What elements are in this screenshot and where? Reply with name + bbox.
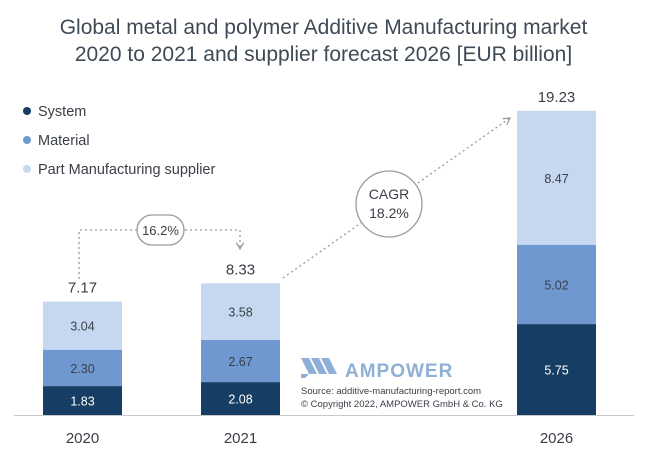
bar-segment-2020-part-manufacturing-supplier [43,301,122,350]
data-label-2021-material: 2.67 [228,355,252,369]
data-label-2026-system: 5.75 [544,364,568,378]
growth-bubble [136,214,185,246]
chart-subtitle: 2020 to 2021 and supplier forecast 2026 … [74,43,573,66]
cagr-bubble [355,170,423,238]
data-label-2020-system: 1.83 [70,395,94,409]
cagr-label-line1: CAGR [369,186,409,202]
source-line-1: Source: additive-manufacturing-report.co… [301,386,481,397]
total-label-2021: 8.33 [226,261,255,278]
x-tick-label-2021: 2021 [224,430,257,447]
bar-segment-2020-system [43,386,122,415]
source-line-2: © Copyright 2022, AMPOWER GmbH & Co. KG [301,399,503,410]
ampower-logo-text: AMPOWER [345,361,453,382]
cagr-label-line2: 18.2% [369,205,409,221]
ampower-logo-icon [301,358,337,378]
data-label-2026-part-manufacturing-supplier: 8.47 [544,172,568,186]
legend-label-material: Material [38,133,90,149]
legend-label-system: System [38,104,86,120]
data-label-2026-material: 5.02 [544,278,568,292]
data-label-2021-part-manufacturing-supplier: 3.58 [228,306,252,320]
data-label-2020-part-manufacturing-supplier: 3.04 [70,320,94,334]
legend-marker-material [23,136,31,144]
ampower-logo: AMPOWER [301,358,453,382]
data-label-2021-system: 2.08 [228,393,252,407]
x-tick-label-2026: 2026 [540,430,573,447]
chart-title: Global metal and polymer Additive Manufa… [59,16,588,39]
bar-segment-2021-part-manufacturing-supplier [201,283,280,340]
bar-segment-2021-system [201,382,280,415]
bar-segment-2020-material [43,349,122,387]
bar-segment-2021-material [201,339,280,383]
chart-title-block: Global metal and polymer Additive Manufa… [0,14,647,68]
total-label-2020: 7.17 [68,280,97,297]
bar-segment-2026-material [517,244,596,325]
growth-label: 16.2% [142,223,179,238]
growth-annotation: 16.2% [78,214,245,279]
cagr-arrow [282,117,512,279]
bar-segment-2026-part-manufacturing-supplier [517,110,596,245]
legend-marker-part-manufacturing [23,165,31,173]
data-label-2020-material: 2.30 [70,362,94,376]
bars-group: 1.83 2.30 3.04 7.17 2020 2.08 2.67 3.58 8.33 2021… [43,89,596,447]
total-label-2026: 19.23 [538,89,576,106]
legend: System Material Part Manufacturing suppl… [23,104,215,178]
cagr-annotation: CAGR 18.2% [282,117,512,279]
legend-label-part-manufacturing: Part Manufacturing supplier [38,162,215,178]
bar-segment-2026-system [517,324,596,415]
legend-marker-system [23,107,31,115]
x-tick-label-2020: 2020 [66,430,99,447]
